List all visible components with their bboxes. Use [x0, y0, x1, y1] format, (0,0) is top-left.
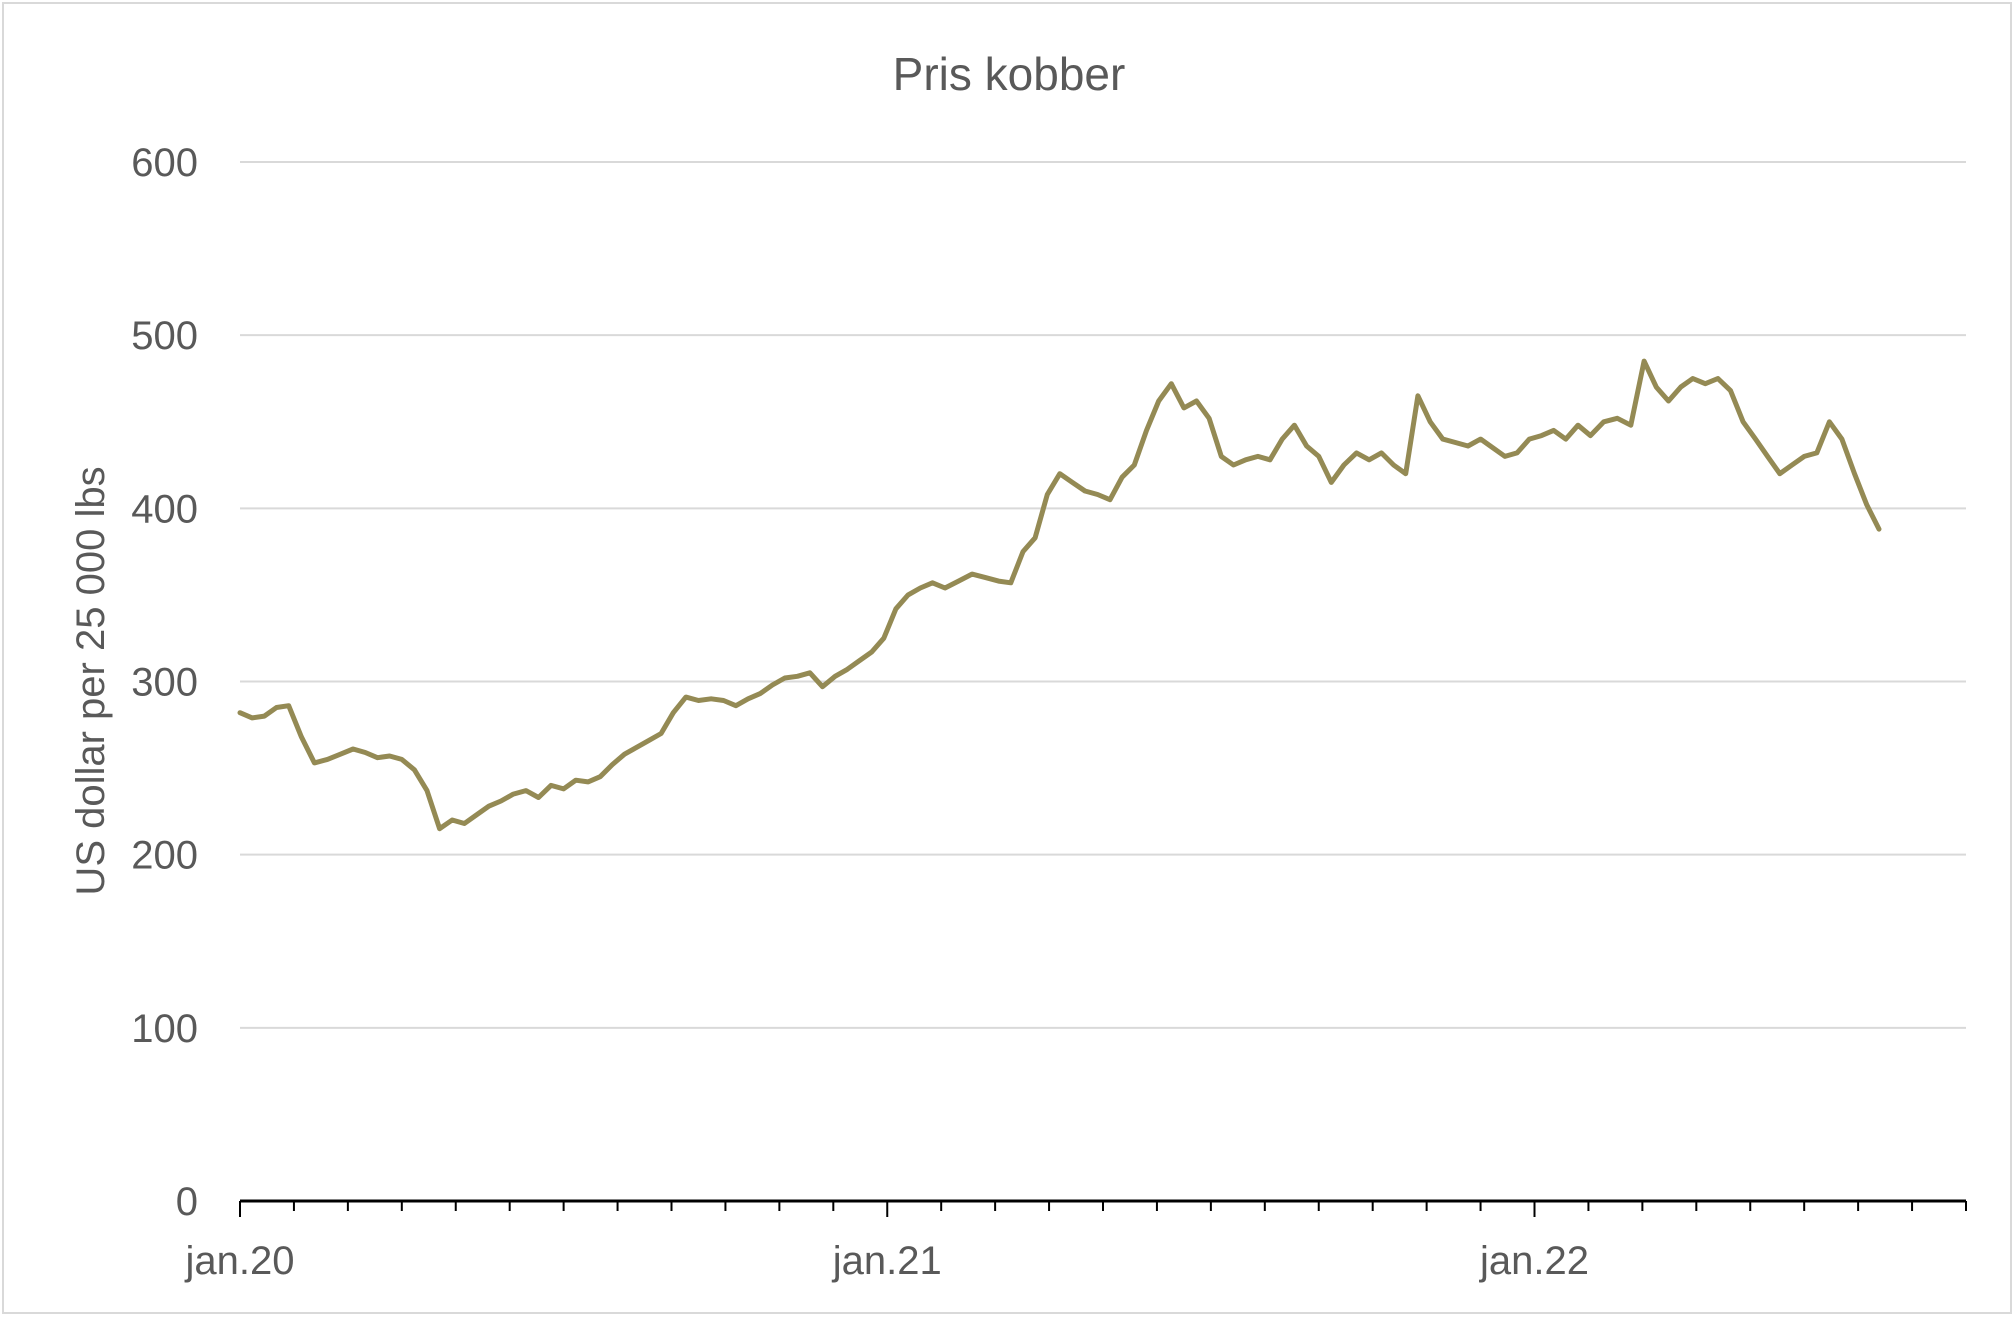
- y-tick-label: 300: [131, 661, 198, 705]
- y-axis-label: US dollar per 25 000 lbs: [69, 466, 113, 895]
- x-tick-labels: jan.20 jan.21 jan.22: [185, 1239, 1589, 1283]
- gridlines: [240, 161, 1966, 1029]
- series-layer: [237, 358, 1882, 832]
- y-tick-label: 100: [131, 1007, 198, 1051]
- y-tick-label: 500: [131, 314, 198, 358]
- y-tick-label: 0: [176, 1180, 198, 1224]
- x-tick-label: jan.21: [832, 1239, 942, 1283]
- x-tick-label: jan.20: [185, 1239, 295, 1283]
- line-chart: Pris kobber US dollar per 25 000 lbs 0 10…: [69, 48, 1967, 1283]
- series-line-0: [237, 358, 1882, 832]
- y-tick-labels: 0 100 200 300 400 500 600: [131, 141, 198, 1224]
- y-tick-label: 200: [131, 834, 198, 878]
- x-axis: [239, 1199, 1967, 1217]
- x-tick-label: jan.22: [1479, 1239, 1589, 1283]
- y-tick-label: 400: [131, 487, 198, 531]
- chart-title: Pris kobber: [893, 48, 1126, 100]
- y-tick-label: 600: [131, 141, 198, 185]
